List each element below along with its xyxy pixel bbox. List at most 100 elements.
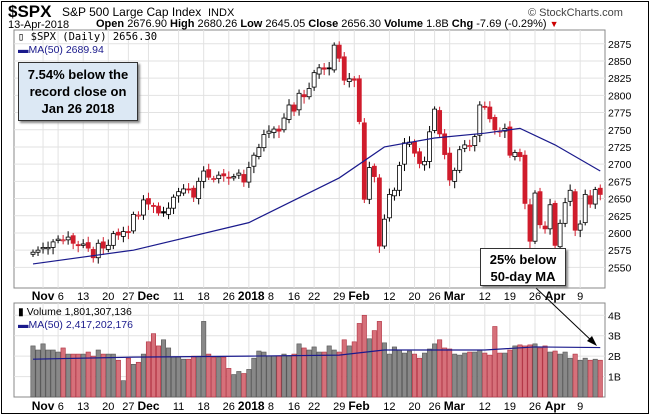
x-tick-label: 12 [383, 401, 395, 413]
bar-icon: ▮ [18, 306, 24, 318]
x-tick-label: 12 [479, 291, 491, 303]
volume-bar [376, 321, 382, 398]
high-label: High [170, 18, 195, 30]
volume-bar [597, 359, 603, 398]
candle-body [191, 187, 197, 198]
x-tick-label: Dec [138, 399, 160, 413]
candle-body [226, 176, 232, 179]
price-tick-label: 2725 [608, 142, 632, 154]
x-tick-label: 20 [408, 401, 420, 413]
x-tick-label: 20 [102, 291, 114, 303]
chg-value: -7.69 (-0.29%) [476, 18, 547, 30]
volume-bar [100, 353, 106, 398]
candle-body [151, 205, 156, 207]
volume-bar [437, 339, 443, 398]
volume-tick-label: 4B [608, 310, 621, 322]
candle-body [95, 242, 101, 259]
volume-bar [70, 353, 76, 398]
candle-body [186, 188, 192, 191]
volume-bar [251, 357, 257, 398]
x-tick-label: 29 [333, 401, 345, 413]
volume-bar [191, 355, 197, 398]
candle-body [346, 78, 352, 82]
candle-body [437, 110, 443, 135]
price-tick-label: 2875 [608, 39, 632, 51]
volume-bar [412, 353, 418, 398]
volume-bar [30, 345, 36, 398]
candle-body [291, 104, 297, 112]
volume-bar [95, 349, 101, 398]
volume-bar [140, 353, 146, 398]
candle-body [75, 244, 81, 247]
close-value: 2656.30 [341, 18, 382, 30]
volume-bar [512, 345, 518, 398]
volume-bar [356, 323, 362, 398]
candle-body [457, 149, 463, 171]
candle-body [462, 144, 468, 149]
volume-bar [522, 345, 528, 398]
volume-bar [346, 345, 352, 398]
x-tick-label: 18 [198, 291, 210, 303]
candle-body [331, 44, 337, 71]
x-tick-label: 6 [58, 401, 64, 413]
volume-bar [186, 358, 192, 398]
volume-bar [406, 350, 412, 398]
volume-bar [321, 351, 327, 398]
candle-body [381, 218, 387, 247]
volume-bar [35, 349, 41, 398]
candle-body [392, 189, 397, 197]
price-tick-label: 2775 [608, 108, 632, 120]
volume-bar [557, 353, 563, 398]
x-tick-label: 27 [122, 401, 134, 413]
candle-body [266, 130, 272, 134]
volume-bar [201, 321, 207, 398]
volume-bar [266, 355, 272, 398]
x-tick-label: Feb [348, 399, 369, 413]
candle-body [55, 238, 61, 241]
volume-bar [351, 341, 357, 398]
volume-bar [366, 338, 372, 398]
candle-body [477, 104, 483, 136]
candle-body [70, 235, 76, 244]
volume-tick-label: 3B [608, 331, 621, 343]
volume-bar [497, 352, 503, 398]
candle-body [482, 105, 488, 108]
candle-body [80, 243, 86, 246]
candle-body [336, 44, 342, 59]
candle-body [246, 167, 252, 183]
volume-bar [532, 343, 538, 398]
volume-bar [211, 356, 217, 398]
volume-bar [552, 350, 558, 398]
volume-bar [537, 347, 543, 398]
x-tick-label: Nov [32, 289, 55, 303]
candle-body [552, 202, 558, 246]
volume-bar [216, 356, 222, 398]
candle-body [592, 189, 598, 205]
candle-icon: ▯ [18, 31, 25, 43]
volume-bar [592, 358, 598, 398]
volume-bar [447, 348, 453, 398]
candle-body [326, 67, 332, 70]
volume-bar [271, 355, 277, 398]
volume-bar [231, 374, 237, 398]
close-label: Close [308, 18, 339, 30]
candle-body [557, 222, 563, 248]
volume-bar [90, 355, 96, 398]
volume-bar [135, 361, 141, 398]
volume-bar [261, 351, 267, 398]
open-value: 2676.90 [127, 18, 167, 30]
x-tick-label: 22 [308, 401, 320, 413]
volume-bar [181, 358, 187, 398]
candle-body [487, 106, 493, 120]
candle-body [231, 176, 237, 179]
candle-body [316, 67, 322, 75]
volume-bar [45, 349, 51, 398]
candle-body [100, 241, 106, 249]
x-tick-label: Apr [545, 399, 566, 413]
candle-body [216, 174, 222, 180]
annotation-arrow [535, 287, 595, 344]
volume-bar [442, 347, 448, 398]
candle-body [156, 205, 161, 214]
volume-bar [115, 359, 121, 398]
volume-bar [125, 357, 131, 398]
